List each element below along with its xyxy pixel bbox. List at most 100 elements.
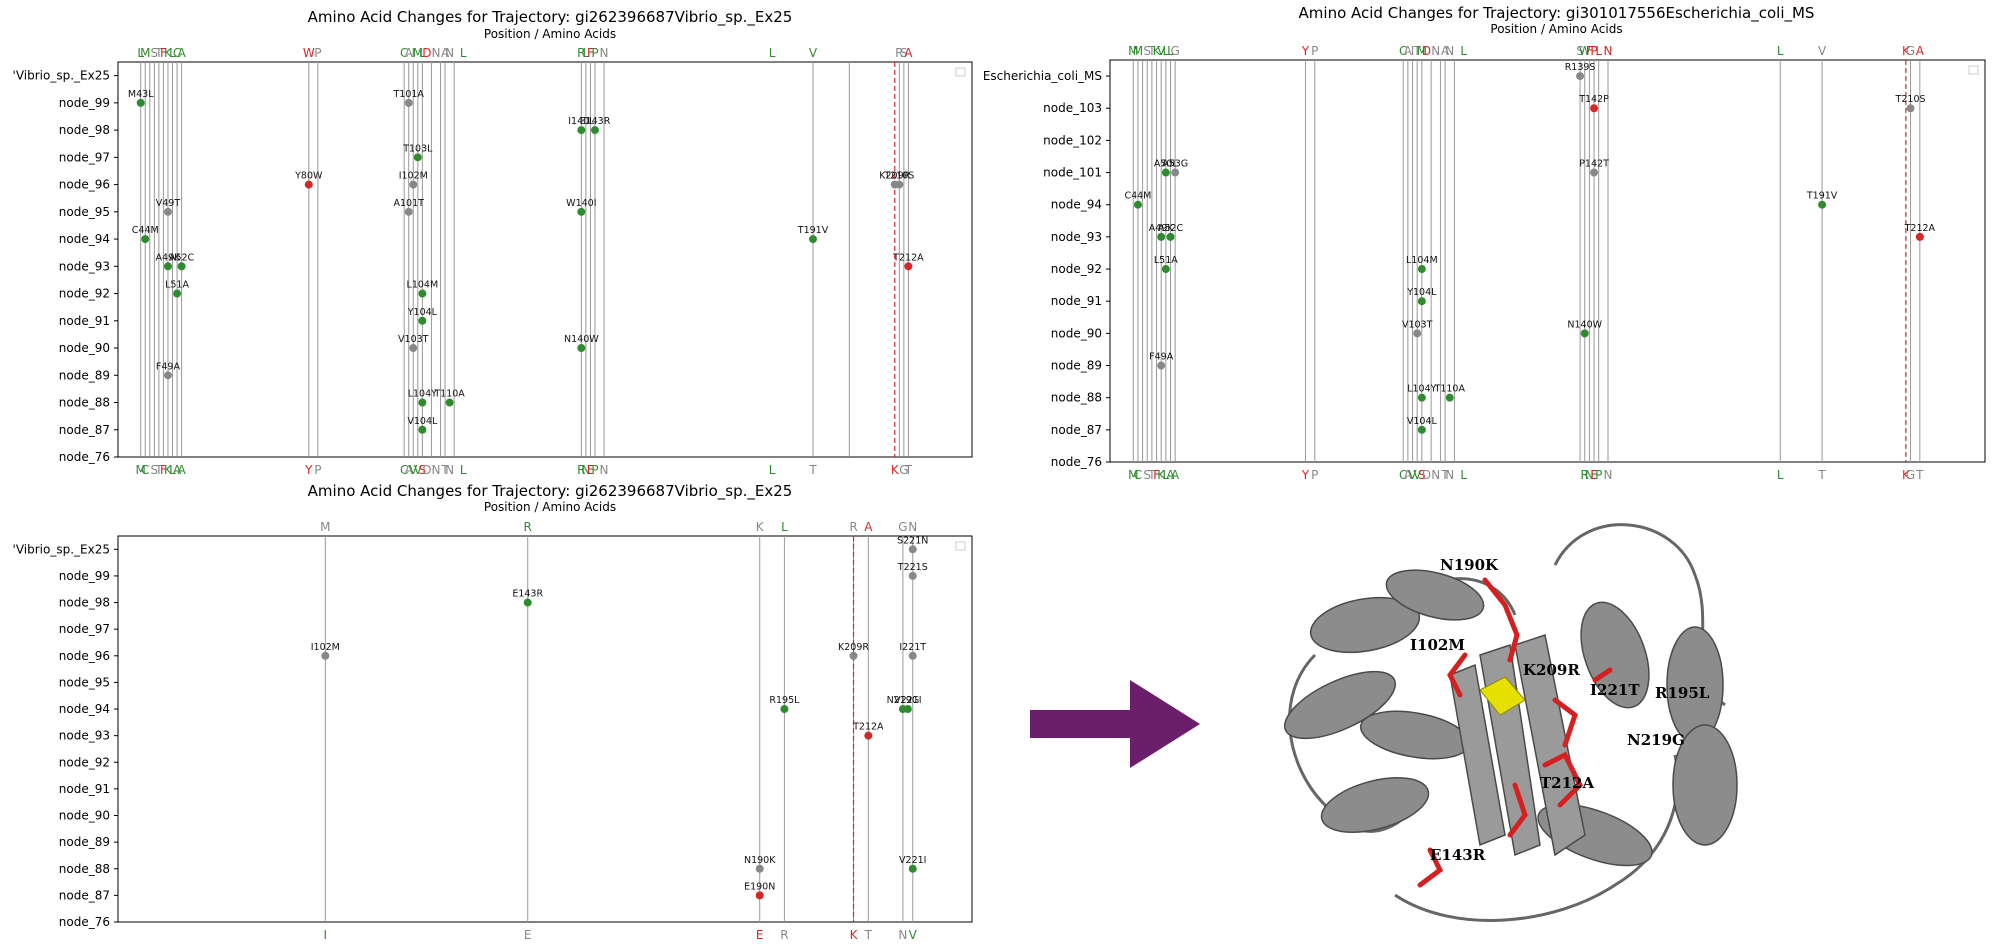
protein-structure-image: N190K I102M K209R I221T R195L N219G T212…: [1283, 523, 1738, 922]
bottom-aa-label: E: [587, 463, 595, 477]
mutation-point: [755, 864, 764, 873]
y-tick-label: node_89: [59, 835, 110, 849]
mutation-label: Y80W: [294, 171, 323, 182]
top-aa-label: K: [164, 46, 173, 60]
residue-label: N190K: [1440, 556, 1499, 574]
bottom-aa-label: K: [164, 463, 173, 477]
y-tick-label: node_87: [59, 423, 110, 437]
mutation-label: E143R: [512, 589, 543, 600]
mutation-point: [1590, 168, 1599, 177]
bottom-aa-label: A: [173, 463, 182, 477]
y-tick-label: node_89: [59, 368, 110, 382]
mutation-label: C44M: [132, 225, 159, 236]
mutation-label: V49T: [156, 198, 181, 209]
y-tick-label: node_96: [59, 178, 110, 192]
y-tick-label: node_95: [59, 205, 110, 219]
chart-subtitle: Position / Amino Acids: [483, 27, 617, 41]
bottom-aa-label: T: [440, 463, 449, 477]
plot-frame: [117, 61, 973, 458]
y-tick-label: node_91: [59, 782, 110, 796]
top-aa-label: D: [1422, 44, 1431, 58]
mutation-label: Y104L: [1406, 287, 1437, 298]
mutation-label: T210S: [1895, 94, 1926, 105]
top-aa-label: G: [1906, 44, 1915, 58]
bottom-aa-label: K: [891, 463, 900, 477]
mutation-point: [1417, 297, 1426, 306]
mutation-label: L51A: [1154, 255, 1178, 266]
mutation-point: [1171, 168, 1180, 177]
mutation-point: [404, 98, 413, 107]
top-aa-label: L: [769, 46, 776, 60]
bottom-aa-label: V: [1413, 468, 1422, 482]
chart-subtitle: Position / Amino Acids: [1490, 22, 1623, 36]
top-aa-label: F: [1586, 44, 1593, 58]
y-tick-label: node_88: [59, 862, 110, 876]
mutation-point: [141, 235, 150, 244]
top-aa-label: R: [895, 46, 903, 60]
top-aa-label: V: [1157, 44, 1166, 58]
top-aa-label: N: [431, 46, 440, 60]
mutation-point: [418, 316, 427, 325]
mutation-label: T142P: [1578, 94, 1609, 105]
mutation-point: [1161, 265, 1170, 274]
mutation-point: [1576, 72, 1585, 81]
top-aa-label: M: [1128, 44, 1138, 58]
top-aa-label: L: [1163, 44, 1170, 58]
top-aa-label: A: [864, 520, 873, 534]
top-aa-label: D: [422, 46, 431, 60]
mutation-point: [1445, 393, 1454, 402]
top-aa-label: M: [1133, 44, 1143, 58]
top-aa-label: L: [460, 46, 467, 60]
mutation-point: [163, 207, 172, 216]
mutation-label: K209R: [879, 171, 910, 182]
y-tick-label: 'Vibrio_sp._Ex25: [13, 69, 110, 83]
top-aa-label: Y: [1301, 44, 1310, 58]
bottom-aa-label: C: [141, 463, 149, 477]
bottom-aa-label: A: [1166, 468, 1175, 482]
bottom-aa-label: A: [177, 463, 186, 477]
chart-title: Amino Acid Changes for Trajectory: gi262…: [307, 8, 793, 26]
y-tick-label: node_94: [59, 702, 110, 716]
mutation-plot-vibrio-2: 'Vibrio_sp._Ex25 node_99 node_98 node_97nod…: [13, 520, 973, 942]
bottom-aa-label: T: [808, 463, 817, 477]
top-aa-label: A: [405, 46, 414, 60]
mutation-point: [590, 126, 599, 135]
top-aa-label: M: [1417, 44, 1427, 58]
y-tick-label: node_90: [59, 341, 110, 355]
mutation-point: [1413, 329, 1422, 338]
mutation-label: A52C: [169, 252, 195, 263]
mutation-point: [780, 705, 789, 714]
top-aa-label: K: [1902, 44, 1911, 58]
y-tick-label: node_99: [59, 96, 110, 110]
top-aa-label: P: [591, 46, 598, 60]
top-aa-label: M: [320, 520, 330, 534]
mutation-point: [404, 207, 413, 216]
bottom-aa-label: N: [898, 928, 907, 942]
top-aa-label: S: [900, 46, 908, 60]
bottom-aa-label: T: [1915, 468, 1924, 482]
mutation-label: V104L: [407, 416, 438, 427]
mutation-label: L104Y: [408, 389, 437, 400]
mutation-label: Y104L: [407, 307, 438, 318]
mutation-label: T110A: [1434, 384, 1466, 395]
top-aa-label: S: [151, 46, 159, 60]
mutation-label: I102M: [399, 171, 428, 182]
mutation-point: [173, 289, 182, 298]
bottom-aa-label: F: [160, 463, 167, 477]
mutation-point: [908, 651, 917, 660]
bottom-aa-label: A: [1171, 468, 1180, 482]
mutation-label: A49K: [156, 252, 182, 263]
top-aa-label: R: [524, 520, 532, 534]
mutation-plot-ecoli: Escherichia_coli_MS node_103 node_102 node_…: [983, 44, 1986, 482]
mutation-label: P142T: [1579, 159, 1609, 170]
y-tick-label: node_93: [1051, 230, 1102, 244]
mutation-point: [1580, 329, 1589, 338]
mutation-label: R139S: [1565, 62, 1596, 73]
top-aa-label: L: [583, 46, 590, 60]
bottom-aa-label: L: [1460, 468, 1467, 482]
mutation-label: A101T: [394, 198, 425, 209]
y-tick-label: node_92: [59, 287, 110, 301]
top-aa-label: M: [140, 46, 150, 60]
top-aa-label: K: [756, 520, 765, 534]
y-tick-label: 'Vibrio_sp._Ex25: [13, 542, 110, 556]
